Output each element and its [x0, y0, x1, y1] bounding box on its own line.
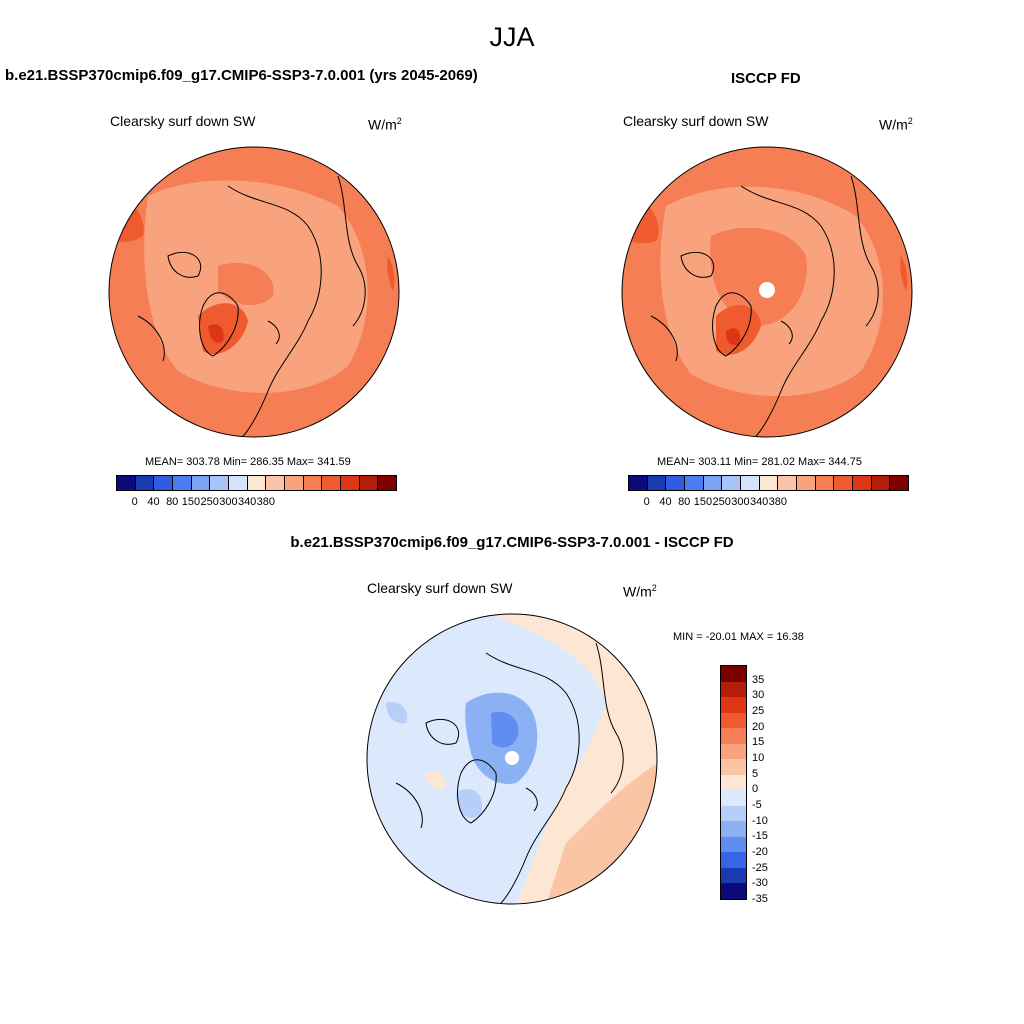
colorbar-swatch: [721, 774, 746, 791]
colorbar-swatch: [721, 743, 746, 760]
colorbar-tick-label: 150: [181, 496, 201, 508]
model-polar-map: [108, 146, 400, 438]
colorbar-swatch: [229, 476, 248, 490]
colorbar-swatch: [266, 476, 286, 490]
colorbar-tick-label: 30: [752, 689, 765, 702]
diff-stats: MIN = -20.01 MAX = 16.38: [673, 631, 804, 643]
colorbar-swatch: [341, 476, 360, 490]
colorbar-tick-label: 80: [166, 496, 179, 508]
model-case-title: b.e21.BSSP370cmip6.f09_g17.CMIP6-SSP3-7.…: [5, 67, 478, 84]
colorbar-swatch: [721, 852, 746, 868]
colorbar-swatch: [629, 476, 648, 490]
diff-colorbar: [720, 665, 747, 900]
colorbar-tick-label: 25: [752, 705, 765, 717]
colorbar-tick-label: 0: [643, 496, 650, 508]
model-stats: MEAN= 303.78 Min= 286.35 Max= 341.59: [145, 456, 351, 468]
diff-variable-label: Clearsky surf down SW: [367, 580, 513, 596]
colorbar-swatch: [721, 759, 746, 775]
colorbar-tick-label: 10: [752, 752, 765, 764]
colorbar-tick-label: 20: [752, 720, 765, 733]
diff-polar-map: [366, 613, 658, 905]
colorbar-tick-label: 340: [237, 496, 257, 508]
colorbar-swatch: [890, 476, 909, 490]
colorbar-swatch: [647, 476, 667, 490]
colorbar-swatch: [722, 476, 742, 490]
colorbar-swatch: [703, 476, 723, 490]
colorbar-swatch: [685, 476, 704, 490]
colorbar-swatch: [359, 476, 379, 490]
obs-variable-label: Clearsky surf down SW: [623, 113, 769, 129]
colorbar-swatch: [721, 697, 746, 713]
colorbar-tick-label: -25: [752, 861, 768, 874]
colorbar-tick-label: 340: [749, 496, 769, 508]
colorbar-swatch: [815, 476, 835, 490]
colorbar-swatch: [721, 836, 746, 853]
obs-units-label: W/m2: [879, 116, 913, 133]
colorbar-tick-label: -5: [752, 799, 762, 811]
colorbar-swatch: [247, 476, 267, 490]
colorbar-swatch: [721, 821, 746, 837]
colorbar-tick-label: 300: [731, 496, 750, 508]
colorbar-tick-label: 250: [200, 496, 219, 508]
colorbar-swatch: [666, 476, 686, 490]
colorbar-swatch: [759, 476, 779, 490]
colorbar-swatch: [173, 476, 192, 490]
colorbar-swatch: [797, 476, 816, 490]
colorbar-tick-label: 40: [659, 496, 672, 508]
colorbar-tick-label: 5: [752, 767, 759, 780]
colorbar-tick-label: 80: [678, 496, 691, 508]
colorbar-tick-label: 380: [256, 496, 276, 508]
colorbar-tick-label: -30: [752, 877, 768, 890]
colorbar-tick-label: 0: [752, 783, 759, 796]
colorbar-swatch: [117, 476, 136, 490]
colorbar-swatch: [721, 805, 746, 822]
diff-units-label: W/m2: [623, 583, 657, 600]
model-variable-label: Clearsky surf down SW: [110, 113, 256, 129]
colorbar-swatch: [210, 476, 230, 490]
colorbar-swatch: [378, 476, 397, 490]
colorbar-tick-label: -10: [752, 814, 768, 827]
colorbar-tick-label: 15: [752, 736, 765, 749]
colorbar-tick-label: 380: [768, 496, 788, 508]
colorbar-swatch: [135, 476, 155, 490]
colorbar-tick-label: 150: [693, 496, 713, 508]
colorbar-swatch: [721, 728, 746, 744]
colorbar-swatch: [834, 476, 854, 490]
obs-colorbar: [628, 475, 909, 491]
colorbar-swatch: [741, 476, 760, 490]
colorbar-tick-label: -15: [752, 830, 768, 843]
colorbar-swatch: [322, 476, 342, 490]
model-units-label: W/m2: [368, 116, 402, 133]
obs-stats: MEAN= 303.11 Min= 281.02 Max= 344.75: [657, 456, 862, 468]
colorbar-swatch: [721, 883, 746, 899]
colorbar-tick-label: 35: [752, 673, 765, 686]
colorbar-swatch: [303, 476, 323, 490]
colorbar-swatch: [853, 476, 872, 490]
colorbar-tick-label: 300: [219, 496, 238, 508]
colorbar-swatch: [285, 476, 304, 490]
colorbar-swatch: [721, 681, 746, 698]
colorbar-swatch: [154, 476, 174, 490]
colorbar-tick-label: 0: [131, 496, 138, 508]
colorbar-swatch: [871, 476, 891, 490]
obs-title: ISCCP FD: [731, 70, 801, 87]
diff-title: b.e21.BSSP370cmip6.f09_g17.CMIP6-SSP3-7.…: [290, 534, 734, 551]
colorbar-tick-label: -20: [752, 846, 768, 858]
colorbar-swatch: [721, 867, 746, 884]
colorbar-swatch: [721, 790, 746, 806]
colorbar-swatch: [721, 666, 746, 682]
colorbar-tick-label: 250: [712, 496, 731, 508]
colorbar-swatch: [191, 476, 211, 490]
obs-polar-map: [621, 146, 913, 438]
colorbar-swatch: [721, 712, 746, 729]
model-colorbar: [116, 475, 397, 491]
colorbar-tick-label: -35: [752, 893, 768, 905]
colorbar-tick-label: 40: [147, 496, 160, 508]
season-title: JJA: [489, 22, 535, 52]
colorbar-swatch: [778, 476, 798, 490]
